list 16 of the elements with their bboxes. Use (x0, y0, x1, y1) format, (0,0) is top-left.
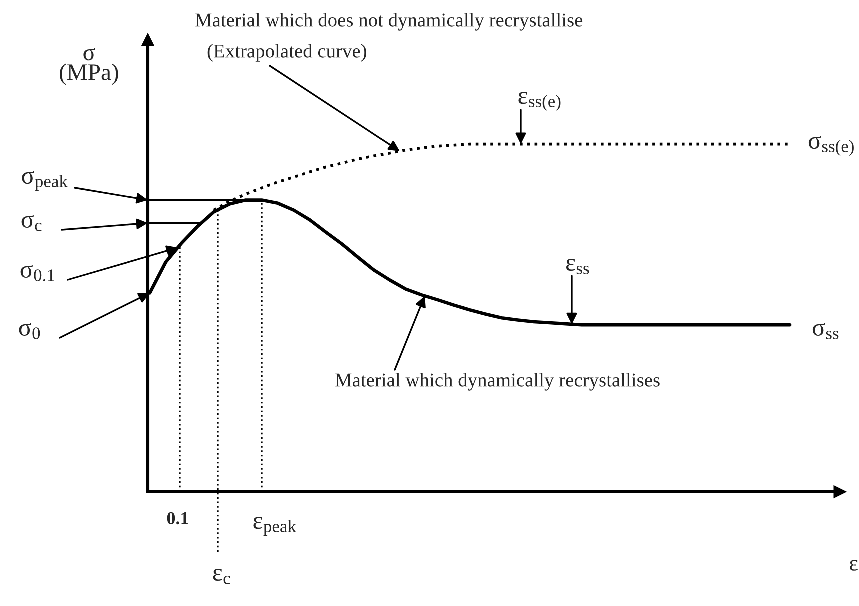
text: σ$_{peak}$ (22, 171, 68, 192)
text: 0.1 (167, 512, 188, 525)
annotation: Material which dynamically recrystallises (336, 373, 660, 391)
text: (Extrapolated curve) (208, 44, 366, 62)
text: σ$_{0.1}$ (20, 265, 54, 282)
annotation: ε$_{ss}$ (566, 259, 590, 274)
text: ε$_{c}$ (213, 569, 230, 584)
x-axis-title: ε (850, 560, 858, 571)
text: ε$_{peak}$ (254, 517, 296, 536)
y-axis-title: σ (MPa) (60, 48, 118, 86)
text: ε$_{ss(e)}$ (518, 92, 561, 112)
text: σ$_{ss}$ (812, 323, 839, 340)
text: σ$_{0}$ (19, 323, 40, 340)
text: Material which does not dynamically recrystallise (196, 13, 583, 31)
text: σ$_{c}$ (22, 215, 42, 232)
text: σ$_{ss(e)}$ (808, 136, 854, 156)
